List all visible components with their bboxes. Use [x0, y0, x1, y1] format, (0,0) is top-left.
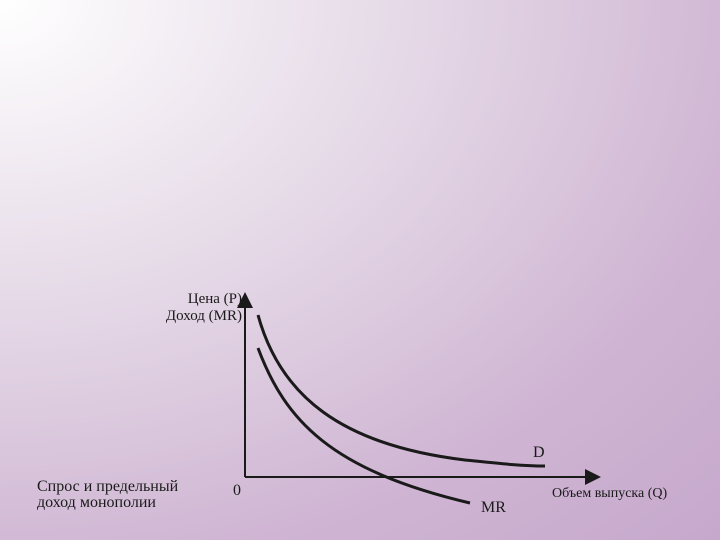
y-axis-label-price: Цена (P) — [187, 291, 242, 307]
mr-curve-label: MR — [481, 499, 506, 516]
mr-curve — [256, 347, 471, 505]
caption-line-1: Спрос и предельный — [37, 478, 179, 495]
y-axis-label: Цена (P) Доход (MR) — [150, 291, 242, 325]
slide-caption: Спрос и предельный доход монополии — [37, 479, 178, 511]
x-axis-label: Объем выпуска (Q) — [552, 486, 668, 501]
demand-curve — [256, 314, 546, 468]
caption-line-2: доход монополии — [37, 494, 156, 511]
origin-label: 0 — [233, 482, 241, 499]
demand-curve-label: D — [533, 444, 545, 461]
y-axis-label-revenue: Доход (MR) — [165, 308, 242, 324]
